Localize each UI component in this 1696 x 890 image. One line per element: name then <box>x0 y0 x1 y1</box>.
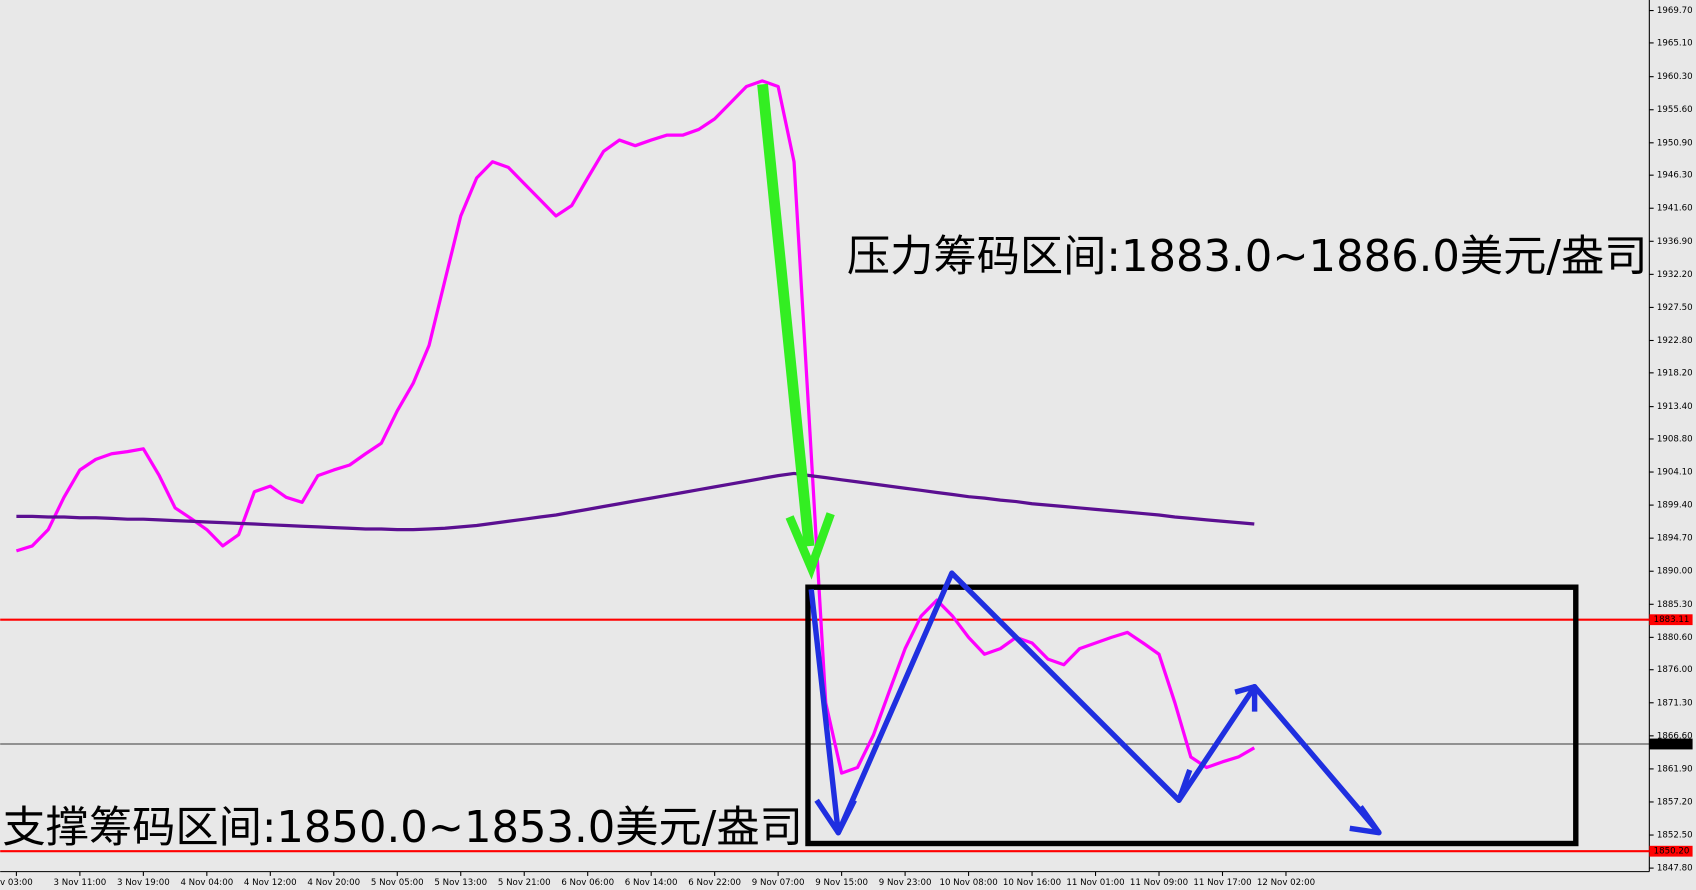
y-tick-label: 1908.80 <box>1657 434 1693 444</box>
y-tick-label: 1876.00 <box>1657 665 1693 675</box>
drop-head <box>785 512 835 580</box>
x-tick-label: 4 Nov 12:00 <box>244 878 297 888</box>
zigzag <box>808 570 1382 836</box>
x-tick-label: v 03:00 <box>0 878 33 888</box>
arrow-head <box>814 798 857 836</box>
x-tick-label: 11 Nov 01:00 <box>1066 878 1124 888</box>
y-tick-label: 1960.30 <box>1657 72 1693 82</box>
level-tag <box>1649 845 1693 857</box>
y-tick-label: 1965.10 <box>1657 38 1693 48</box>
y-tick-label: 1890.00 <box>1657 567 1693 577</box>
y-tick-label: 1861.90 <box>1657 764 1693 774</box>
y-tick-label: 1899.40 <box>1657 501 1693 511</box>
price-line <box>16 471 1255 532</box>
y-tick-label: 1922.80 <box>1657 336 1693 346</box>
drop-shaft <box>757 83 815 547</box>
x-tick-label: 9 Nov 15:00 <box>815 878 868 888</box>
y-tick-label: 1857.20 <box>1657 797 1693 807</box>
range-box <box>805 584 1579 847</box>
level-label: 1850.20 <box>1654 847 1690 857</box>
y-tick-label: 1880.60 <box>1657 633 1693 643</box>
y-tick-label: 1866.60 <box>1657 731 1693 741</box>
x-tick-label: 6 Nov 14:00 <box>625 878 678 888</box>
x-tick-label: 5 Nov 21:00 <box>498 878 551 888</box>
x-tick-label: 6 Nov 06:00 <box>561 878 614 888</box>
x-tick-label: 10 Nov 08:00 <box>939 878 997 888</box>
y-tick-label: 1955.60 <box>1657 105 1693 115</box>
x-tick-label: 3 Nov 11:00 <box>53 878 106 888</box>
pressure-annotation: 压力筹码区间:1883.0~1886.0美元/盎司 <box>847 232 1648 282</box>
plot <box>0 79 1650 853</box>
level-tag <box>1649 614 1693 626</box>
y-tick-label: 1871.30 <box>1657 698 1693 708</box>
y-tick-label: 1950.90 <box>1657 138 1693 148</box>
level-label: 1865.44 <box>1654 740 1690 750</box>
x-tick-label: 12 Nov 02:00 <box>1257 878 1315 888</box>
y-tick-label: 1927.50 <box>1657 303 1693 313</box>
y-tick-label: 1885.30 <box>1657 600 1693 610</box>
y-tick-label: 1847.80 <box>1657 864 1693 874</box>
level-label: 1883.11 <box>1654 615 1690 625</box>
y-tick-label: 1904.10 <box>1657 468 1693 478</box>
y-tick-label: 1941.60 <box>1657 204 1693 214</box>
arrow-head <box>1155 769 1193 803</box>
y-tick-label: 1932.20 <box>1657 270 1693 280</box>
arrow-head <box>1349 805 1382 836</box>
x-tick-label: 9 Nov 23:00 <box>879 878 932 888</box>
y-tick-label: 1894.70 <box>1657 534 1693 544</box>
x-tick-label: 9 Nov 07:00 <box>752 878 805 888</box>
x-tick-label: 3 Nov 19:00 <box>117 878 170 888</box>
y-tick-label: 1969.70 <box>1657 6 1693 16</box>
y-tick-label: 1913.40 <box>1657 402 1693 412</box>
x-tick-label: 5 Nov 05:00 <box>371 878 424 888</box>
support-annotation: 支撑筹码区间:1850.0~1853.0美元/盎司 <box>2 803 803 853</box>
y-tick-label: 1852.50 <box>1657 831 1693 841</box>
trend-arrows <box>808 570 1382 836</box>
arrow-head <box>1234 683 1258 712</box>
x-tick-label: 11 Nov 09:00 <box>1130 878 1188 888</box>
x-tick-label: 10 Nov 16:00 <box>1003 878 1061 888</box>
x-tick-label: 4 Nov 04:00 <box>180 878 233 888</box>
y-tick-label: 1946.30 <box>1657 171 1693 181</box>
price-line <box>15 79 1256 775</box>
x-tick-label: 4 Nov 20:00 <box>307 878 360 888</box>
x-tick-label: 6 Nov 22:00 <box>688 878 741 888</box>
y-tick-label: 1936.90 <box>1657 237 1693 247</box>
x-tick-label: 11 Nov 17:00 <box>1193 878 1251 888</box>
x-tick-label: 5 Nov 13:00 <box>434 878 487 888</box>
y-tick-label: 1918.20 <box>1657 368 1693 378</box>
level-tag <box>1649 738 1693 750</box>
drop-arrow <box>757 83 835 580</box>
